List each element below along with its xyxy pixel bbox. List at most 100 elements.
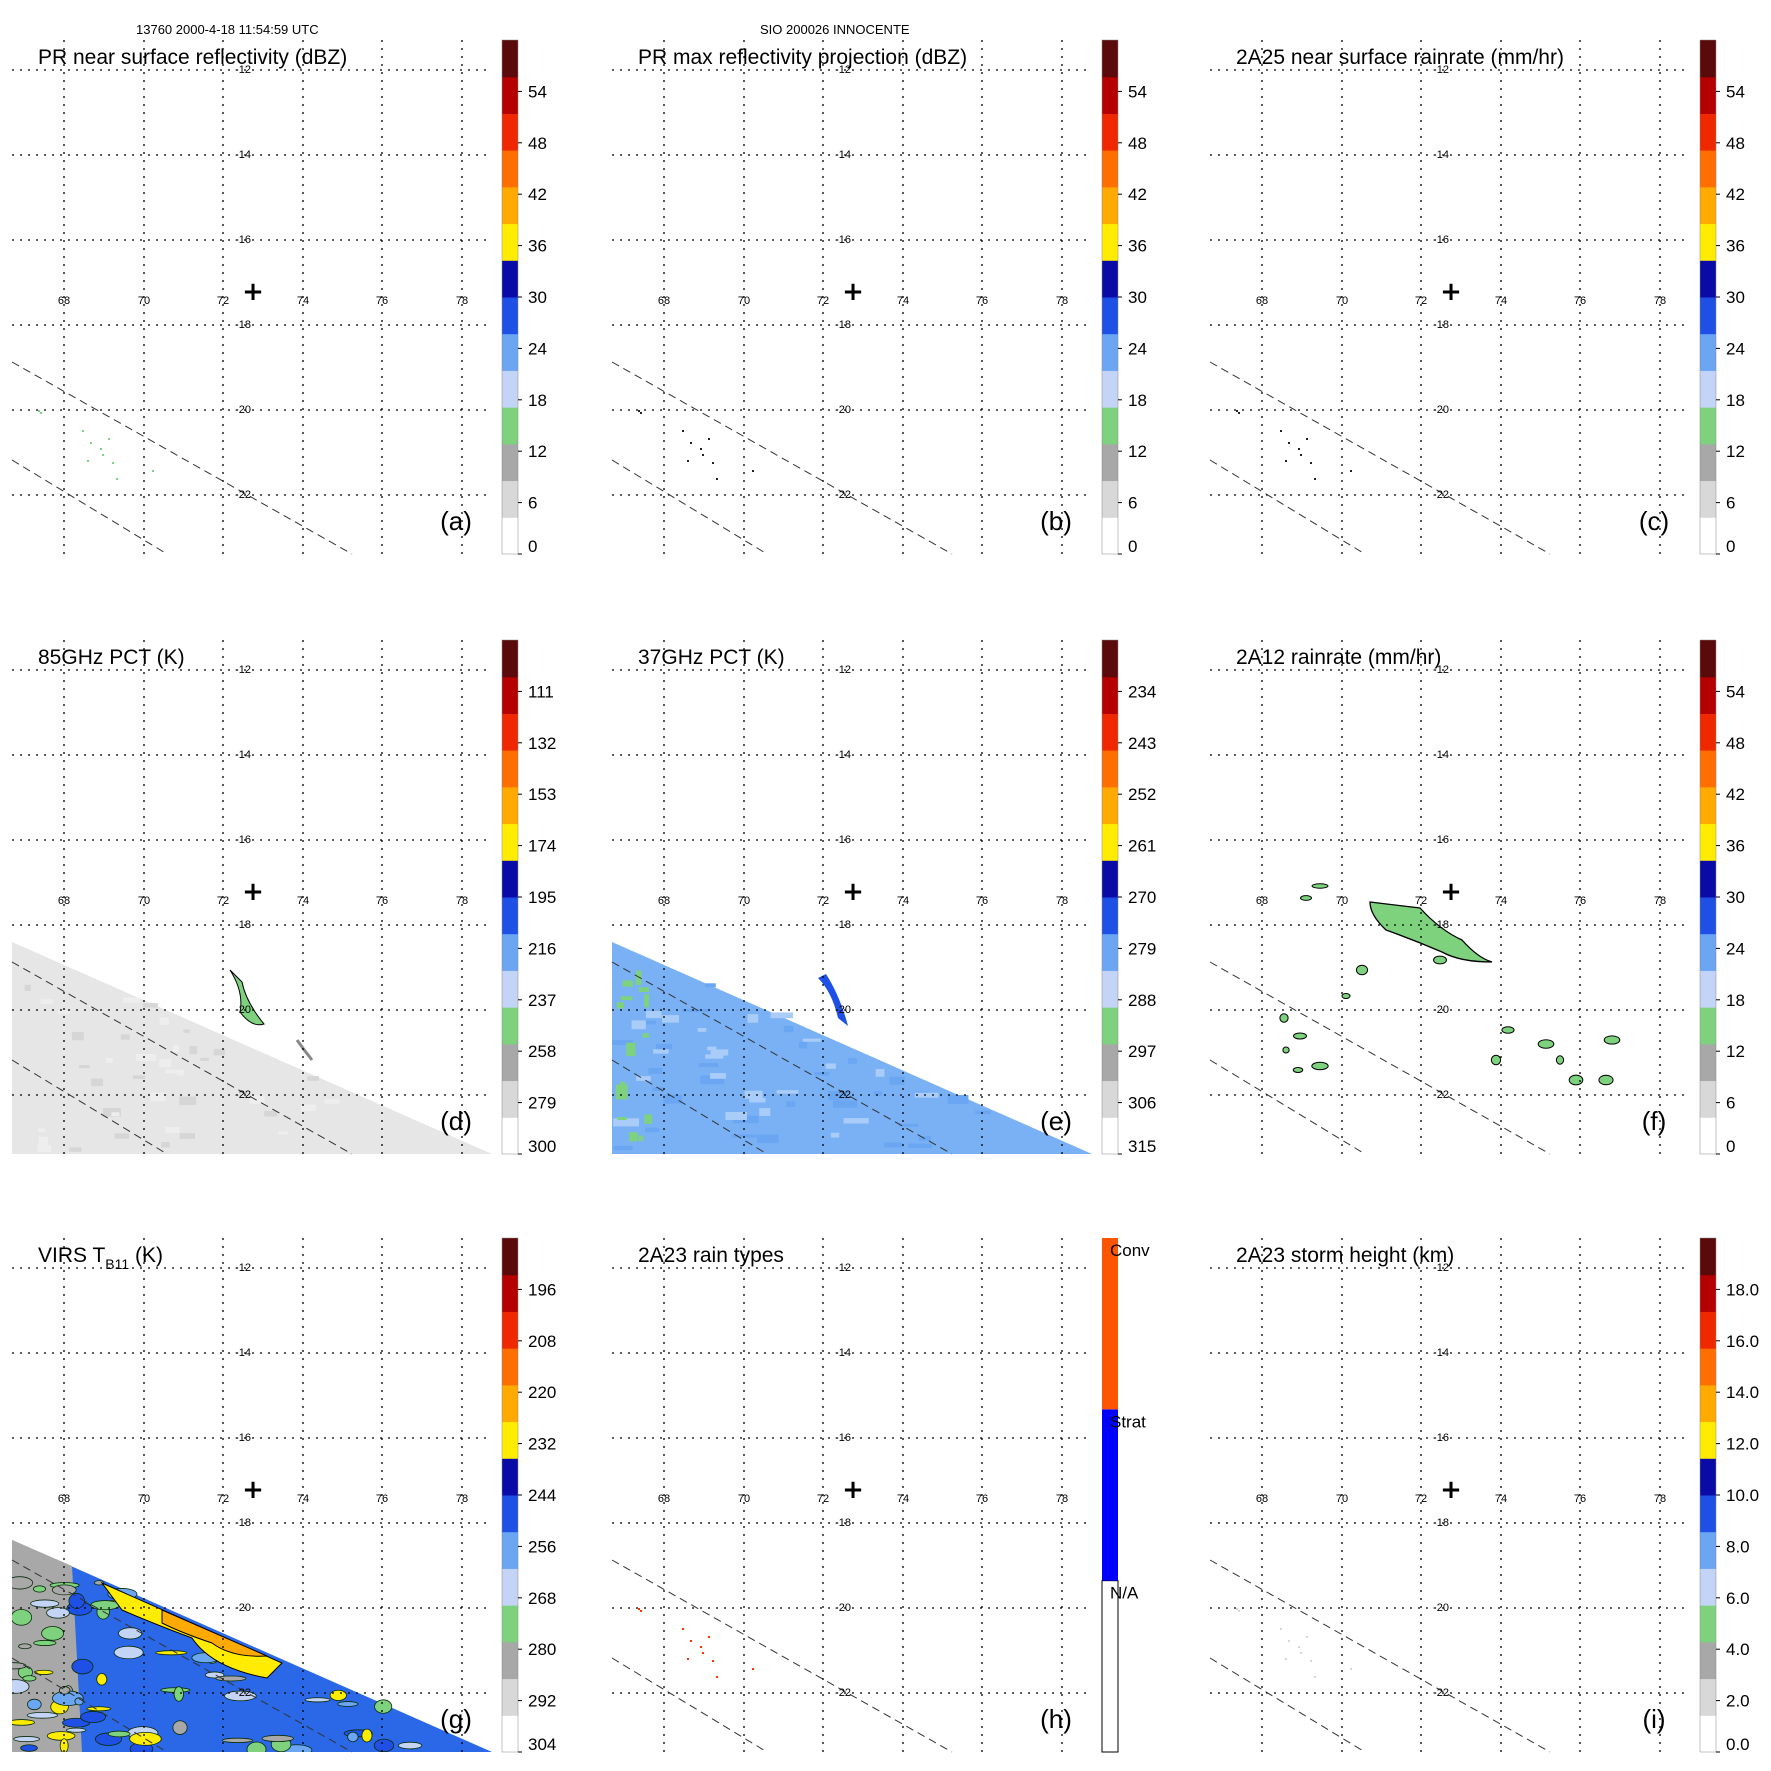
virs-cell (90, 1600, 120, 1611)
echo-pixel (752, 1668, 754, 1670)
lat-tick-label: -22 (835, 1089, 851, 1101)
echo-pixel (1298, 448, 1300, 450)
echo-pixel (752, 470, 754, 472)
virs-cell (397, 1741, 423, 1750)
pct37-cell (725, 1111, 747, 1121)
echo-pixel (1285, 1658, 1287, 1660)
echo-pixel (708, 438, 710, 440)
colorbar-label: 297 (1128, 1042, 1156, 1061)
colorbar-segment (502, 480, 518, 518)
virs-cell (18, 1643, 32, 1650)
echo-pixel (716, 1676, 718, 1678)
rain-2a12-cell (1490, 1054, 1502, 1066)
colorbar-label: 10.0 (1726, 1486, 1759, 1505)
swath-edge-line (1209, 1657, 1366, 1753)
virs-cell (374, 1699, 393, 1714)
lon-tick-label: 78 (456, 295, 468, 307)
colorbar-segment (502, 517, 518, 555)
pct85-cell (24, 984, 31, 991)
lat-tick-label: -22 (235, 489, 251, 501)
echo-pixel (712, 1660, 714, 1662)
colorbar-segment (1700, 1311, 1716, 1349)
lat-tick-label: -16 (835, 1432, 851, 1444)
colorbar-e: 315 306 297 288 279 270 261 252 243 234 (1101, 639, 1156, 1156)
lon-tick-label: 74 (897, 295, 909, 307)
pct85-cell (150, 1092, 166, 1102)
colorbar-label: 36 (528, 237, 547, 256)
panel-label: (b) (1040, 506, 1072, 536)
title-subscript: B11 (105, 1256, 129, 1272)
echo-pixel (40, 412, 42, 414)
rain-2a12-cell (1299, 895, 1313, 901)
colorbar-segment (1700, 860, 1716, 898)
pct37-warm-cell (639, 987, 649, 993)
pct85-cell (301, 1104, 317, 1111)
header-center: SIO 200026 INNOCENTE (760, 22, 910, 37)
echo-pixel (700, 448, 702, 450)
echo-pixel (1300, 1652, 1302, 1654)
pct37-cell (744, 1090, 763, 1099)
colorbar-label: 18 (1726, 391, 1745, 410)
pct85-cell (179, 1133, 196, 1139)
colorbar-segment (1102, 517, 1118, 555)
pct37-warm-cell (620, 996, 633, 1001)
swath-edge-line (611, 361, 953, 555)
virs-cell (80, 1711, 107, 1723)
pct37-warm-cell (626, 1042, 636, 1057)
storm-center-marker: + (842, 1475, 864, 1505)
pct37-cell (747, 1014, 759, 1023)
pct37-cell (656, 1043, 672, 1050)
pct85-cell (159, 1017, 169, 1025)
pct85-cell (165, 1127, 180, 1133)
lon-tick-label: 74 (1495, 295, 1507, 307)
virs-cell (221, 1737, 254, 1743)
colorbar-segment (1700, 223, 1716, 261)
colorbar-segment (502, 933, 518, 971)
panel-title: VIRS TB11 (K) (38, 1244, 163, 1272)
lat-tick-label: -22 (1433, 1687, 1449, 1699)
storm-center-marker: + (1440, 277, 1462, 307)
colorbar-label: 42 (528, 185, 547, 204)
pct37-warm-cell (635, 970, 642, 985)
colorbar-label: 6 (528, 494, 537, 513)
swath-edge-line (611, 1059, 768, 1155)
pct37-warm-cell (615, 1084, 628, 1100)
swath-edge-line (611, 1559, 953, 1753)
colorbar-segment (1700, 933, 1716, 971)
pct37-cell (873, 1091, 882, 1096)
colorbar-label: 153 (528, 785, 556, 804)
swath-edge-line (11, 1559, 353, 1753)
pct37-warm-cell (617, 1116, 627, 1121)
echo-pixel (1314, 478, 1316, 480)
colorbar-segment (502, 970, 518, 1008)
panel-g: 68 70 72 74 76 78 -12 -14 -16 -18 -20 -22 + VIRS TB11… (11, 1237, 556, 1754)
lon-tick-label: 76 (376, 295, 388, 307)
rain-2a12-cell (1501, 1026, 1515, 1034)
virs-cell (173, 1686, 184, 1702)
lat-tick-label: -18 (1433, 919, 1449, 931)
colorbar-label: 244 (528, 1486, 556, 1505)
swath-edge-line (1209, 961, 1551, 1155)
colorbar-label: 42 (1726, 185, 1745, 204)
colorbar-segment (502, 1238, 518, 1276)
lon-tick-label: 68 (658, 295, 670, 307)
colorbar-segment (502, 407, 518, 445)
colorbar-label: 16.0 (1726, 1332, 1759, 1351)
panel-b: 68 70 72 74 76 78 -12 -14 -16 -18 -20 -22 + PR max re… (611, 39, 1147, 556)
colorbar-c: 0 6 12 18 24 30 36 42 48 54 (1699, 39, 1745, 556)
colorbar-segment (1700, 897, 1716, 935)
echo-pixel (1310, 462, 1312, 464)
colorbar-segment (502, 1080, 518, 1118)
pct37-cell (918, 1136, 931, 1141)
colorbar-segment (502, 713, 518, 751)
colorbar-label: 2.0 (1726, 1692, 1750, 1711)
colorbar-segment (1700, 443, 1716, 482)
lat-tick-label: -18 (835, 919, 851, 931)
lon-tick-label: 78 (456, 895, 468, 907)
pct85-cell (123, 997, 140, 1003)
pct37-cell (663, 1094, 683, 1104)
panel-f-field (1279, 883, 1621, 1086)
colorbar-label: 280 (528, 1640, 556, 1659)
pct85-cell (179, 1096, 197, 1105)
colorbar-label: 48 (1726, 134, 1745, 153)
